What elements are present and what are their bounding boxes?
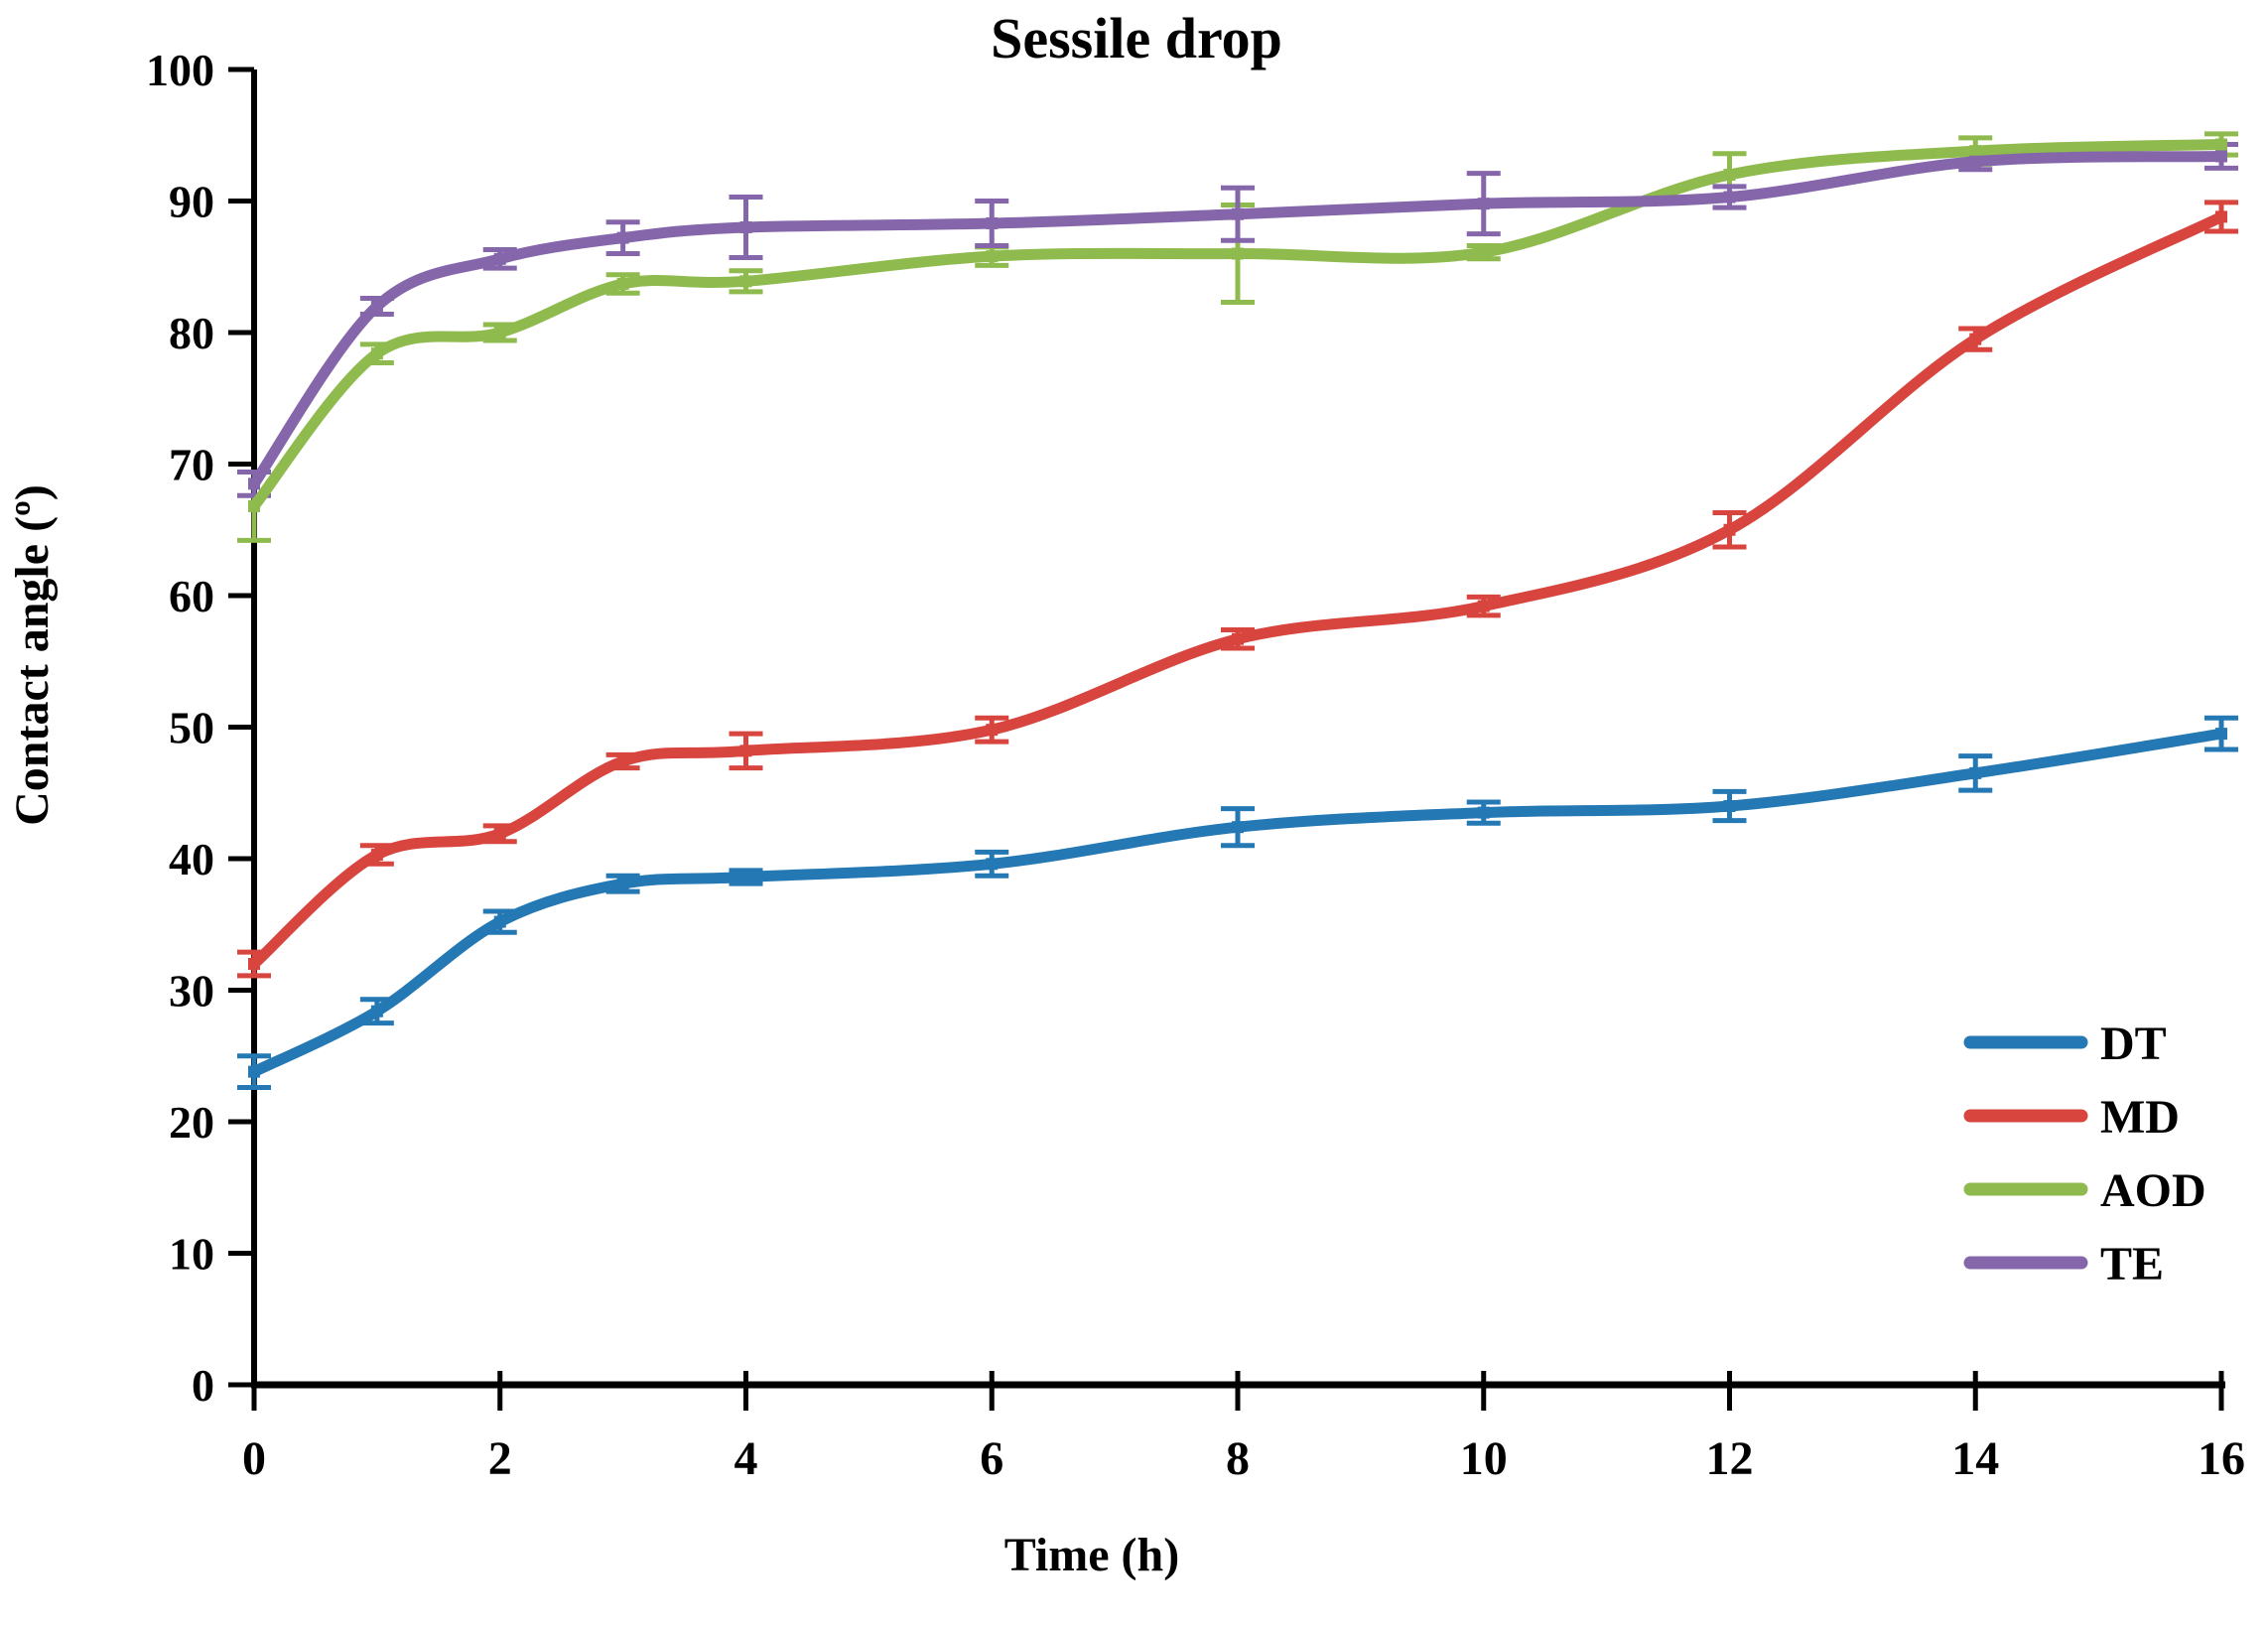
marker-DT: [1723, 800, 1736, 812]
marker-AOD: [616, 277, 629, 290]
series-line-TE: [248, 150, 2227, 489]
marker-DT: [370, 1005, 383, 1018]
y-tick-label: 10: [169, 1229, 214, 1280]
marker-TE: [1477, 198, 1490, 210]
y-tick-label: 90: [169, 177, 214, 227]
y-tick-label: 50: [169, 703, 214, 753]
marker-DT: [1477, 806, 1490, 819]
marker-AOD: [739, 275, 752, 288]
marker-MD: [1723, 523, 1736, 536]
marker-MD: [493, 827, 506, 840]
marker-TE: [2215, 150, 2227, 163]
marker-AOD: [493, 327, 506, 339]
marker-MD: [370, 849, 383, 862]
marker-TE: [739, 221, 752, 233]
y-tick-label: 70: [169, 440, 214, 490]
chart-title: Sessile drop: [991, 6, 1282, 70]
y-tick-label: 30: [169, 966, 214, 1017]
marker-MD: [2215, 210, 2227, 223]
marker-MD: [248, 958, 260, 970]
y-tick-label: 40: [169, 834, 214, 884]
marker-TE: [1969, 155, 1982, 168]
marker-TE: [1232, 207, 1244, 220]
x-tick-label: 2: [488, 1432, 512, 1485]
series-line-AOD: [248, 139, 2227, 512]
marker-DT: [739, 871, 752, 883]
x-tick-label: 8: [1226, 1432, 1250, 1485]
marker-MD: [1477, 600, 1490, 612]
series-line-MD: [248, 210, 2227, 970]
legend-label-AOD: AOD: [2100, 1164, 2206, 1217]
marker-DT: [616, 878, 629, 890]
y-tick-label: 0: [192, 1360, 214, 1411]
marker-DT: [248, 1065, 260, 1078]
marker-DT: [493, 915, 506, 928]
legend-label-DT: DT: [2100, 1018, 2167, 1070]
y-tick-label: 100: [146, 45, 214, 95]
marker-TE: [616, 231, 629, 244]
x-tick-label: 6: [980, 1432, 1003, 1485]
x-tick-label: 12: [1706, 1432, 1754, 1485]
x-tick-label: 0: [242, 1432, 266, 1485]
marker-DT: [2215, 728, 2227, 741]
x-tick-label: 10: [1460, 1432, 1508, 1485]
y-tick-label: 20: [169, 1097, 214, 1148]
marker-DT: [986, 858, 999, 871]
marker-TE: [248, 477, 260, 490]
marker-MD: [1232, 632, 1244, 645]
marker-AOD: [1969, 145, 1982, 158]
marker-MD: [986, 724, 999, 737]
x-tick-label: 16: [2198, 1432, 2245, 1485]
marker-MD: [739, 745, 752, 757]
marker-AOD: [986, 250, 999, 263]
marker-TE: [1723, 191, 1736, 204]
x-tick-label: 4: [734, 1432, 758, 1485]
y-tick-label: 60: [169, 571, 214, 621]
marker-TE: [493, 252, 506, 265]
x-tick-label: 14: [1951, 1432, 1999, 1485]
marker-AOD: [1723, 169, 1736, 181]
marker-AOD: [1477, 246, 1490, 259]
marker-AOD: [1232, 247, 1244, 260]
marker-TE: [986, 217, 999, 230]
marker-TE: [370, 300, 383, 313]
y-axis-title: Contact angle (º): [6, 484, 59, 826]
legend-label-TE: TE: [2100, 1238, 2164, 1290]
marker-AOD: [370, 347, 383, 360]
marker-AOD: [248, 499, 260, 512]
marker-DT: [1232, 821, 1244, 834]
marker-DT: [1969, 766, 1982, 779]
marker-MD: [616, 754, 629, 767]
legend-label-MD: MD: [2100, 1091, 2180, 1144]
series-line-DT: [248, 728, 2227, 1078]
marker-AOD: [2215, 138, 2227, 151]
marker-MD: [1969, 333, 1982, 345]
x-axis-title: Time (h): [1004, 1529, 1179, 1581]
y-tick-label: 80: [169, 308, 214, 358]
